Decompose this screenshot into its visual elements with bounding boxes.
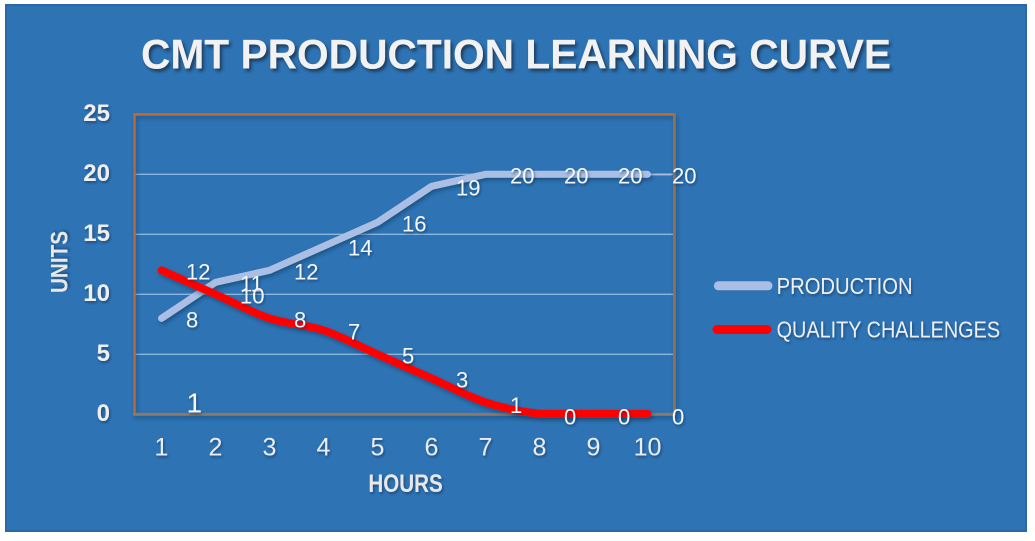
svg-text:7: 7 [348, 320, 360, 345]
svg-text:19: 19 [456, 176, 480, 201]
svg-text:8: 8 [186, 308, 198, 333]
svg-text:CMT PRODUCTION LEARNING CURVE: CMT PRODUCTION LEARNING CURVE [141, 31, 891, 78]
svg-text:0: 0 [618, 405, 630, 430]
svg-text:5: 5 [402, 344, 414, 369]
svg-text:PRODUCTION: PRODUCTION [777, 273, 913, 299]
svg-text:1: 1 [155, 434, 169, 462]
svg-text:2: 2 [209, 434, 223, 462]
svg-text:6: 6 [425, 434, 439, 462]
svg-text:12: 12 [186, 260, 210, 285]
svg-text:5: 5 [97, 340, 110, 367]
svg-text:1: 1 [510, 393, 522, 418]
svg-text:9: 9 [587, 434, 601, 462]
svg-text:11: 11 [240, 272, 263, 297]
svg-text:0: 0 [97, 400, 110, 427]
svg-text:7: 7 [479, 434, 493, 462]
svg-text:15: 15 [83, 220, 110, 247]
svg-text:0: 0 [564, 405, 576, 430]
svg-text:20: 20 [564, 164, 588, 189]
svg-text:4: 4 [317, 434, 331, 462]
svg-text:20: 20 [672, 164, 696, 189]
svg-text:HOURS: HOURS [368, 470, 442, 498]
svg-text:8: 8 [294, 308, 306, 333]
svg-text:10: 10 [240, 284, 264, 309]
svg-text:12: 12 [294, 260, 318, 285]
svg-text:20: 20 [83, 160, 110, 187]
svg-text:14: 14 [348, 236, 372, 261]
svg-text:20: 20 [618, 164, 642, 189]
svg-text:0: 0 [672, 405, 684, 430]
svg-text:20: 20 [510, 164, 534, 189]
svg-text:1: 1 [187, 388, 203, 419]
svg-text:5: 5 [371, 434, 385, 462]
svg-text:QUALITY CHALLENGES: QUALITY CHALLENGES [777, 316, 1001, 342]
svg-text:16: 16 [402, 212, 426, 237]
svg-text:25: 25 [83, 100, 110, 127]
svg-text:8: 8 [533, 434, 547, 462]
svg-text:UNITS: UNITS [47, 231, 74, 293]
svg-text:10: 10 [83, 280, 110, 307]
svg-text:3: 3 [263, 434, 277, 462]
svg-text:3: 3 [456, 368, 468, 393]
svg-text:10: 10 [634, 434, 662, 462]
